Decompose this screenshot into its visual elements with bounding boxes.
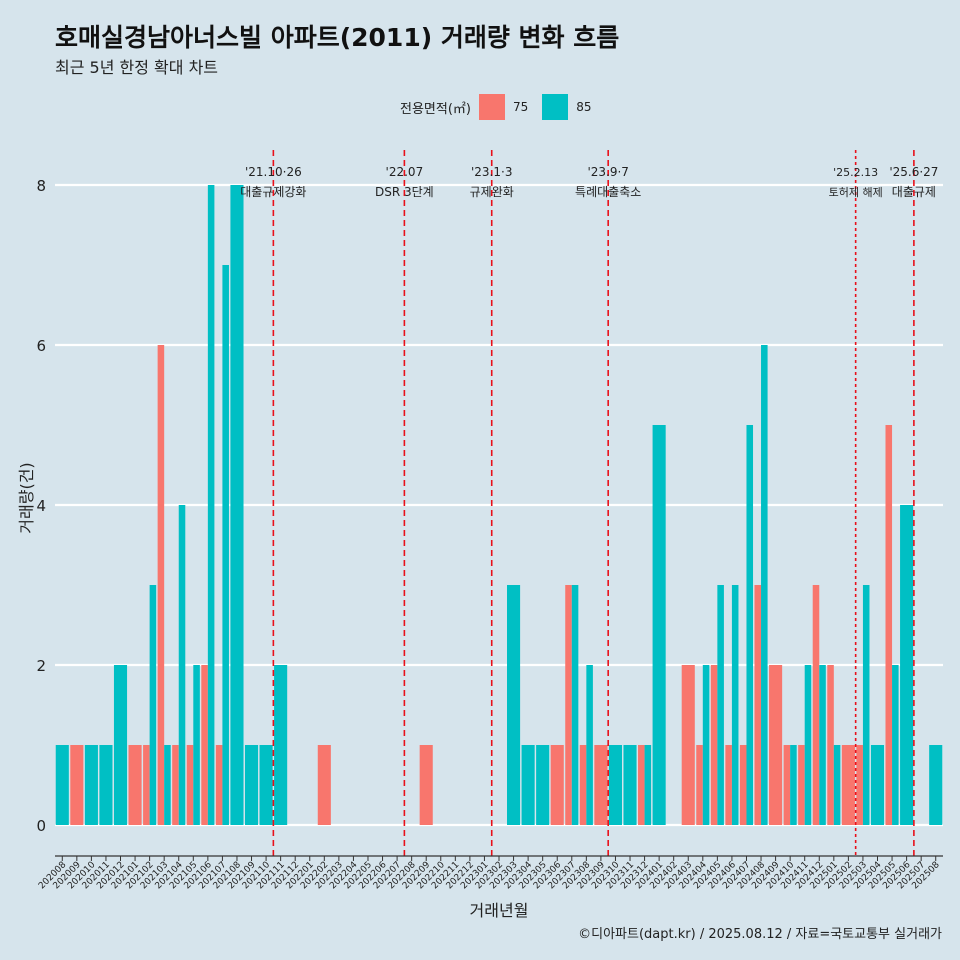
bar-75-202405 xyxy=(710,665,718,825)
bar-85-202312 xyxy=(644,745,652,825)
bar-85-202304 xyxy=(521,745,535,825)
bar-85-202404 xyxy=(702,665,710,825)
bar-75-202410 xyxy=(783,745,791,825)
bar-85-202311 xyxy=(623,745,637,825)
bar-75-202009 xyxy=(70,745,84,825)
bar-75-202412 xyxy=(812,585,820,825)
bar-75-202104 xyxy=(172,745,179,825)
bar-75-202103 xyxy=(157,345,165,825)
bar-85-202503 xyxy=(862,585,870,825)
bar-85-202109 xyxy=(244,745,259,825)
bar-85-202310 xyxy=(608,745,623,825)
bar-75-202408 xyxy=(754,585,762,825)
event-name-label: 대출규제 xyxy=(892,185,936,199)
event-name-label: 규제완화 xyxy=(470,185,514,199)
bar-85-202401 xyxy=(652,425,666,825)
y-tick-label: 2 xyxy=(36,657,46,675)
bar-85-202008 xyxy=(55,745,69,825)
bar-85-202411 xyxy=(804,665,812,825)
event-name-label: 특례대출축소 xyxy=(575,185,641,199)
bar-85-202305 xyxy=(536,745,550,825)
bar-85-202501 xyxy=(833,745,841,825)
x-axis-title: 거래년월 xyxy=(470,901,529,920)
bar-85-202107 xyxy=(222,265,229,825)
bar-85-202106 xyxy=(207,185,215,825)
bar-85-202303 xyxy=(507,585,521,825)
bar-85-202105 xyxy=(193,665,200,825)
bar-75-202406 xyxy=(725,745,732,825)
bar-75-202209 xyxy=(419,745,433,825)
bar-85-202307 xyxy=(571,585,579,825)
bar-85-202412 xyxy=(819,665,826,825)
chart-subtitle: 최근 5년 한정 확대 차트 xyxy=(55,58,219,77)
bar-75-202312 xyxy=(638,745,645,825)
legend: 전용면적(㎡) 75 85 xyxy=(400,94,606,120)
bar-75-202308 xyxy=(579,745,587,825)
bar-85-202108 xyxy=(230,185,244,825)
source-caption: ©디아파트(dapt.kr) / 2025.08.12 / 자료=국토교통부 실… xyxy=(578,927,942,942)
legend-swatch-75 xyxy=(478,94,505,120)
bar-85-202111 xyxy=(274,665,288,825)
bar-85-202010 xyxy=(84,745,98,825)
bar-75-202503 xyxy=(856,745,863,825)
bar-85-202011 xyxy=(99,745,113,825)
event-name-label: 토허제 해제 xyxy=(829,185,883,199)
bar-85-202410 xyxy=(790,745,797,825)
bar-75-202502 xyxy=(841,745,855,825)
chart-title: 호매실경남아너스빌 아파트(2011) 거래량 변화 흐름 xyxy=(55,23,620,52)
y-tick-label: 8 xyxy=(36,177,46,195)
event-date-label: '23.9·7 xyxy=(587,165,628,179)
bar-75-202307 xyxy=(565,585,572,825)
bar-85-202110 xyxy=(259,745,273,825)
bar-75-202404 xyxy=(696,745,703,825)
bar-75-202101 xyxy=(128,745,142,825)
legend-label-75: 75 xyxy=(512,100,529,114)
bar-75-202107 xyxy=(215,745,223,825)
bar-85-202407 xyxy=(746,425,754,825)
bar-85-202505 xyxy=(892,665,899,825)
bar-75-202501 xyxy=(827,665,834,825)
event-date-label: '25.2.13 xyxy=(833,166,878,179)
bar-75-202411 xyxy=(798,745,805,825)
event-date-label: '22.07 xyxy=(386,165,424,179)
bar-85-202504 xyxy=(870,745,885,825)
legend-label-85: 85 xyxy=(576,100,592,114)
bar-75-202403 xyxy=(681,665,695,825)
bar-75-202309 xyxy=(594,745,608,825)
bar-75-202306 xyxy=(550,745,564,825)
bar-75-202102 xyxy=(143,745,150,825)
bar-85-202103 xyxy=(164,745,171,825)
y-tick-label: 0 xyxy=(36,817,46,835)
bar-75-202409 xyxy=(769,665,783,825)
bar-75-202505 xyxy=(885,425,893,825)
legend-swatch-85 xyxy=(542,94,569,120)
bar-75-202106 xyxy=(201,665,208,825)
bar-85-202102 xyxy=(149,585,157,825)
bar-85-202012 xyxy=(113,665,128,825)
y-tick-label: 6 xyxy=(36,337,46,355)
event-name-label: 대출규제강화 xyxy=(240,185,306,199)
y-axis-title: 거래량(건) xyxy=(17,462,36,533)
legend-title: 전용면적(㎡) xyxy=(400,101,471,117)
event-date-label: '25.6·27 xyxy=(889,165,938,179)
y-tick-label: 4 xyxy=(36,497,46,515)
bar-85-202406 xyxy=(731,585,739,825)
bar-75-202105 xyxy=(186,745,194,825)
bar-75-202407 xyxy=(739,745,747,825)
bar-85-202408 xyxy=(761,345,768,825)
bar-85-202104 xyxy=(178,505,186,825)
bar-75-202202 xyxy=(317,745,331,825)
event-name-label: DSR 3단계 xyxy=(375,185,434,199)
event-date-label: '21.10·26 xyxy=(245,165,302,179)
bar-85-202508 xyxy=(929,745,943,825)
bar-85-202308 xyxy=(586,665,593,825)
bar-85-202405 xyxy=(717,585,724,825)
bar-85-202506 xyxy=(900,505,914,825)
event-date-label: '23.1·3 xyxy=(471,165,512,179)
